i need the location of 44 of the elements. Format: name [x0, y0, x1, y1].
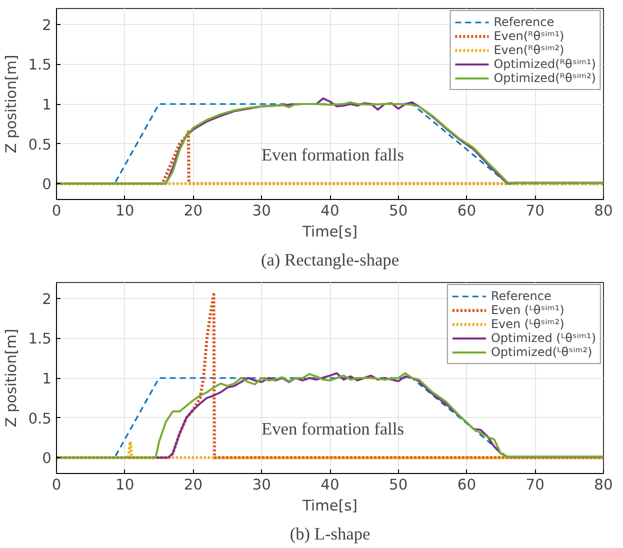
annotation: Even formation falls [262, 420, 404, 438]
legend-label: Even(ᴿθˢⁱᵐ²) [494, 43, 564, 57]
x-tick-label: 80 [594, 476, 613, 494]
x-tick-label: 10 [116, 476, 134, 494]
legend-label: Even(ᴿθˢⁱᵐ¹) [494, 29, 564, 43]
x-tick-label: 60 [457, 202, 476, 220]
x-tick-label: 70 [526, 476, 544, 494]
text: (a) Rectangle-shape [260, 250, 400, 270]
x-tick-label: 20 [184, 476, 203, 494]
y-tick-label: 0 [42, 176, 52, 194]
legend-label: Even (ᴸθˢⁱᵐ¹) [490, 303, 564, 317]
x-tick-label: 70 [526, 202, 544, 220]
legend-label: Optimized(ᴿθˢⁱᵐ¹) [494, 57, 596, 71]
y-tick-label: 1.5 [28, 330, 52, 348]
x-axis-title: Time[s] [302, 498, 358, 514]
x-tick-label: 40 [320, 476, 340, 494]
y-axis-title: Z position[m] [3, 54, 20, 154]
legend-label: Reference [494, 15, 554, 29]
text: (b) L-shape [290, 524, 370, 544]
x-tick-label: 60 [457, 476, 476, 494]
y-tick-label: 0.5 [28, 136, 52, 154]
legend-label: Optimized(ᴸθˢⁱᵐ²) [490, 345, 592, 359]
x-tick-label: 10 [116, 202, 134, 220]
y-tick-label: 2 [42, 290, 52, 308]
legend-label: Optimized(ᴿθˢⁱᵐ²) [494, 71, 596, 85]
legend-label: Reference [490, 289, 552, 303]
x-tick-label: 50 [389, 202, 408, 220]
x-tick-label: 40 [320, 202, 340, 220]
y-axis-title: Z position[m] [3, 328, 20, 428]
annotation: Even formation falls [262, 146, 404, 164]
x-tick-label: 30 [252, 202, 271, 220]
legend-label: Even (ᴸθˢⁱᵐ²) [490, 317, 564, 331]
y-tick-label: 1.5 [28, 56, 52, 74]
legend-label: Optimized (ᴸθˢⁱᵐ¹) [490, 331, 596, 345]
y-tick-label: 1 [42, 370, 52, 388]
y-tick-label: 2 [42, 16, 52, 34]
x-axis-title: Time[s] [302, 224, 358, 240]
x-tick-label: 80 [594, 202, 613, 220]
y-tick-label: 0.5 [28, 410, 52, 428]
x-tick-label: 30 [252, 476, 271, 494]
y-tick-label: 1 [42, 96, 52, 114]
y-tick-label: 0 [42, 450, 52, 468]
x-tick-label: 20 [184, 202, 203, 220]
x-tick-label: 50 [389, 476, 408, 494]
